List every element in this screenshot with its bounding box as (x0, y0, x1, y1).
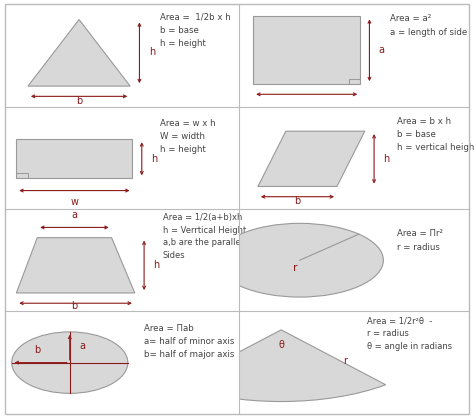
Text: Area =  1/2b x h
b = base
h = height: Area = 1/2b x h b = base h = height (160, 13, 231, 48)
Text: r: r (293, 263, 297, 273)
Polygon shape (28, 20, 130, 86)
Text: a: a (72, 210, 77, 220)
Text: Area = 1/2r²θ  -
r = radius
θ = angle in radians: Area = 1/2r²θ - r = radius θ = angle in … (367, 316, 452, 351)
Text: b: b (34, 345, 40, 355)
Text: b: b (76, 96, 82, 106)
Wedge shape (177, 330, 386, 402)
Text: Area = 1/2(a+b)xh
h = Verrtical Height
a,b are the parallel
Sides: Area = 1/2(a+b)xh h = Verrtical Height a… (163, 213, 246, 260)
Polygon shape (258, 131, 365, 186)
Text: Area = Πab
a= half of minor axis
b= half of major axis: Area = Πab a= half of minor axis b= half… (144, 324, 235, 359)
Text: Area = w x h
W = width
h = height: Area = w x h W = width h = height (160, 119, 216, 154)
Text: b: b (294, 196, 301, 206)
Text: r: r (343, 357, 346, 367)
Polygon shape (253, 16, 360, 84)
Text: θ: θ (278, 340, 284, 350)
Text: h: h (149, 47, 155, 57)
Text: Area = Πr²
r = radius: Area = Πr² r = radius (397, 229, 443, 252)
Text: b: b (71, 301, 78, 311)
Text: a: a (79, 341, 85, 351)
Text: Area = a²
a = length of side: Area = a² a = length of side (390, 14, 467, 37)
Text: h: h (154, 260, 160, 270)
Ellipse shape (12, 332, 128, 393)
Polygon shape (16, 238, 135, 293)
Text: w: w (71, 197, 78, 207)
Polygon shape (16, 139, 132, 178)
Text: h: h (151, 154, 157, 164)
Circle shape (216, 223, 383, 297)
Text: a: a (379, 45, 385, 55)
Text: h: h (383, 154, 390, 164)
Text: Area = b x h
b = base
h = vertical height: Area = b x h b = base h = vertical heigh… (397, 117, 474, 152)
